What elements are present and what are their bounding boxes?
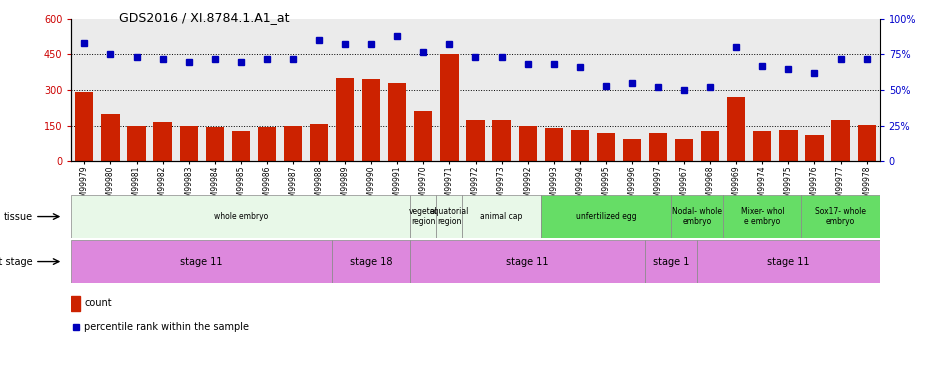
Text: stage 11: stage 11 bbox=[506, 256, 549, 267]
Bar bbox=[728, 97, 746, 161]
Bar bbox=[71, 296, 80, 310]
Bar bbox=[805, 135, 824, 161]
Text: equatorial
region: equatorial region bbox=[430, 207, 469, 226]
Bar bbox=[545, 129, 563, 161]
Text: unfertilized egg: unfertilized egg bbox=[575, 212, 636, 221]
Bar bbox=[541, 195, 671, 238]
Bar bbox=[127, 126, 146, 161]
Text: percentile rank within the sample: percentile rank within the sample bbox=[85, 322, 249, 332]
Bar bbox=[493, 120, 511, 161]
Text: animal cap: animal cap bbox=[480, 212, 523, 221]
Bar bbox=[649, 133, 668, 161]
Text: GDS2016 / XI.8784.1.A1_at: GDS2016 / XI.8784.1.A1_at bbox=[119, 11, 289, 24]
Bar bbox=[205, 127, 223, 161]
Bar bbox=[180, 126, 198, 161]
Bar bbox=[415, 111, 433, 161]
Text: stage 11: stage 11 bbox=[181, 256, 223, 267]
Text: stage 18: stage 18 bbox=[350, 256, 393, 267]
Bar bbox=[410, 240, 645, 283]
Bar bbox=[153, 122, 172, 161]
Bar bbox=[283, 126, 302, 161]
Bar bbox=[518, 126, 536, 161]
Bar bbox=[697, 240, 880, 283]
Bar bbox=[410, 195, 437, 238]
Bar bbox=[102, 114, 120, 161]
Bar bbox=[671, 195, 723, 238]
Text: Sox17- whole
embryо: Sox17- whole embryо bbox=[815, 207, 866, 226]
Bar bbox=[802, 195, 880, 238]
Bar bbox=[232, 131, 250, 161]
Text: Mixer- whol
e embryo: Mixer- whol e embryo bbox=[741, 207, 785, 226]
Text: Nodal- whole
embryо: Nodal- whole embryо bbox=[672, 207, 722, 226]
Bar bbox=[779, 130, 798, 161]
Text: vegetal
region: vegetal region bbox=[409, 207, 437, 226]
Bar bbox=[362, 80, 380, 161]
Bar bbox=[753, 131, 771, 161]
Text: count: count bbox=[85, 298, 112, 308]
Bar bbox=[332, 240, 410, 283]
Text: development stage: development stage bbox=[0, 256, 32, 267]
Bar bbox=[71, 195, 410, 238]
Bar bbox=[71, 240, 332, 283]
Bar bbox=[571, 130, 589, 161]
Bar bbox=[336, 78, 354, 161]
Bar bbox=[462, 195, 541, 238]
Text: stage 11: stage 11 bbox=[767, 256, 809, 267]
Bar bbox=[596, 133, 615, 161]
Bar bbox=[437, 195, 462, 238]
Text: stage 1: stage 1 bbox=[653, 256, 689, 267]
Bar bbox=[645, 240, 697, 283]
Bar bbox=[310, 124, 328, 161]
Bar bbox=[623, 139, 641, 161]
Bar bbox=[723, 195, 802, 238]
Bar bbox=[831, 120, 849, 161]
Bar bbox=[701, 131, 719, 161]
Bar bbox=[258, 127, 276, 161]
Bar bbox=[858, 125, 876, 161]
Bar bbox=[440, 54, 458, 161]
Bar bbox=[388, 83, 406, 161]
Text: tissue: tissue bbox=[4, 211, 32, 222]
Bar bbox=[675, 139, 693, 161]
Text: whole embryo: whole embryo bbox=[214, 212, 268, 221]
Bar bbox=[75, 92, 93, 161]
Bar bbox=[466, 120, 485, 161]
